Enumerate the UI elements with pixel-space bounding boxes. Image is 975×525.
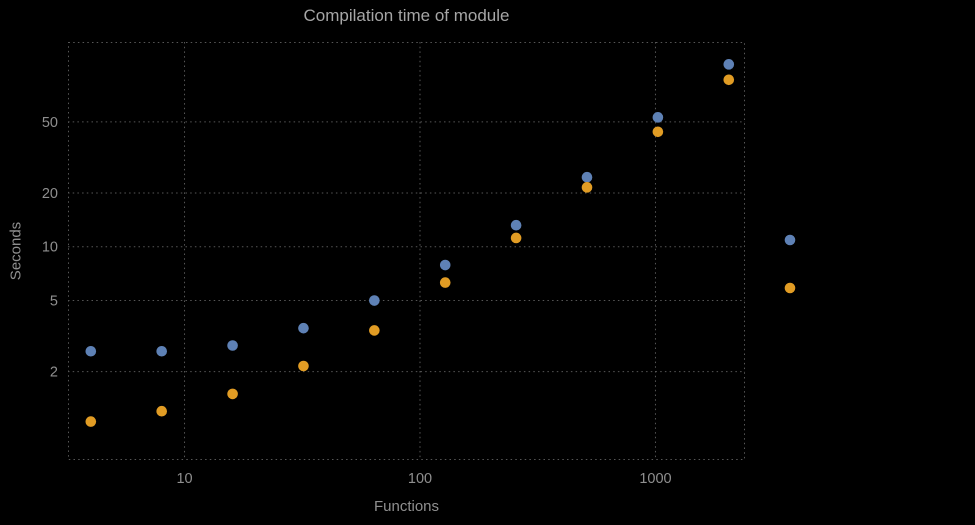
legend-marker-series-1-blue bbox=[784, 234, 796, 246]
data-point-series-1-blue bbox=[85, 345, 97, 357]
data-point-series-2-orange bbox=[156, 405, 168, 417]
y-tick-label: 50 bbox=[42, 115, 58, 131]
y-tick-label: 5 bbox=[50, 294, 58, 310]
x-axis-label: Functions bbox=[373, 498, 440, 515]
data-point-series-2-orange bbox=[439, 277, 451, 288]
y-tick-label: 20 bbox=[42, 186, 58, 202]
data-point-series-1-blue bbox=[723, 59, 735, 70]
data-point-series-1-blue bbox=[227, 340, 238, 351]
y-axis-label: Seconds bbox=[7, 221, 25, 281]
data-point-series-2-orange bbox=[652, 126, 664, 138]
data-point-series-1-blue bbox=[156, 345, 168, 357]
legend-marker-series-2-orange bbox=[784, 282, 796, 294]
data-point-series-2-orange bbox=[227, 388, 238, 400]
x-tick-label: 100 bbox=[408, 471, 432, 487]
data-point-series-2-orange bbox=[369, 325, 380, 336]
data-point-series-2-orange bbox=[85, 416, 97, 427]
data-point-series-1-blue bbox=[652, 112, 664, 123]
x-tick-label: 1000 bbox=[639, 471, 671, 487]
data-point-series-1-blue bbox=[298, 322, 309, 334]
data-point-series-1-blue bbox=[581, 171, 593, 183]
y-tick-label: 10 bbox=[42, 240, 58, 256]
data-point-series-1-blue bbox=[510, 219, 522, 231]
data-point-series-2-orange bbox=[723, 74, 735, 86]
data-point-series-1-blue bbox=[369, 295, 380, 306]
y-tick-label: 2 bbox=[50, 365, 58, 381]
data-point-series-1-blue bbox=[439, 259, 451, 271]
chart-title: Compilation time of module bbox=[303, 6, 510, 25]
plot-frame bbox=[68, 42, 745, 460]
data-point-series-2-orange bbox=[581, 182, 593, 193]
data-point-series-2-orange bbox=[510, 232, 522, 244]
data-point-series-2-orange bbox=[298, 360, 309, 372]
x-tick-label: 10 bbox=[176, 471, 192, 487]
